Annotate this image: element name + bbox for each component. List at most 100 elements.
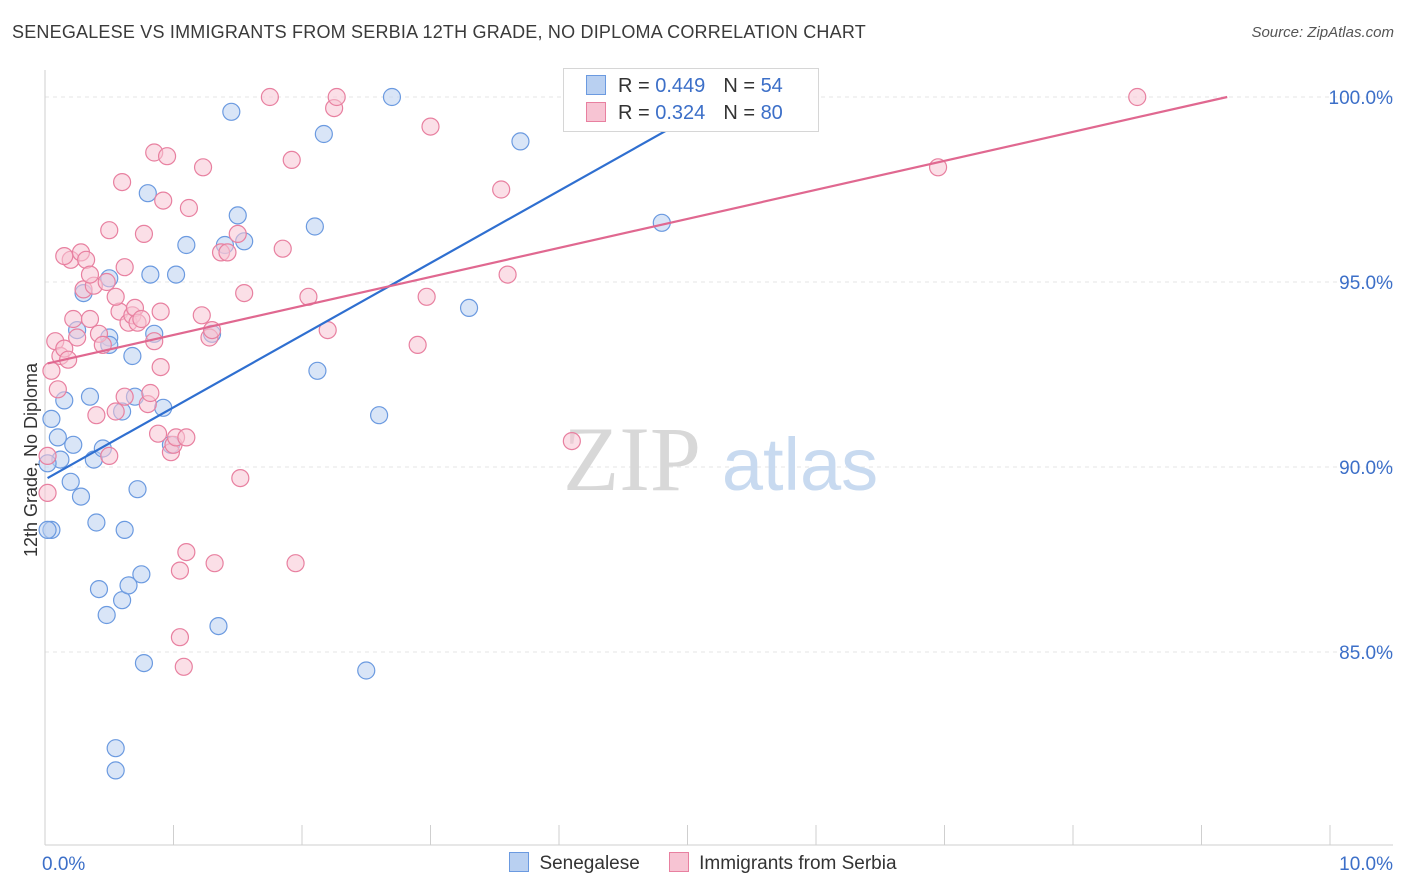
data-point: [492, 180, 511, 199]
data-point: [42, 361, 61, 380]
data-point: [97, 272, 116, 292]
data-point: [112, 173, 132, 192]
x-tick-label: 10.0%: [1339, 854, 1393, 875]
legend-swatch-serbia: [586, 102, 606, 122]
data-point: [80, 265, 100, 284]
data-point: [64, 309, 83, 329]
watermark: ZIP atlas: [563, 408, 878, 510]
legend-item-senegalese[interactable]: Senegalese: [509, 852, 640, 875]
data-point: [177, 542, 196, 562]
data-point: [148, 424, 168, 443]
legend-swatch-senegalese: [509, 852, 530, 872]
data-point: [157, 147, 177, 166]
data-point: [141, 383, 160, 403]
data-point: [42, 409, 61, 428]
chart-title: SENEGALESE VS IMMIGRANTS FROM SERBIA 12T…: [12, 22, 866, 42]
data-point: [370, 406, 389, 425]
data-point: [119, 576, 138, 595]
watermark-atlas: atlas: [722, 423, 878, 506]
data-point: [38, 446, 57, 465]
data-point: [141, 265, 160, 284]
data-point: [166, 265, 186, 284]
data-point: [80, 387, 100, 406]
data-point: [151, 302, 170, 321]
data-point: [170, 561, 190, 580]
correlation-legend: R = 0.449 N = 54 R = 0.324 N = 80: [563, 68, 819, 132]
data-point: [87, 513, 106, 532]
data-point: [89, 579, 109, 599]
data-point: [55, 247, 74, 266]
points: [38, 87, 1147, 780]
data-point: [71, 487, 91, 506]
data-point: [235, 284, 254, 303]
data-point: [209, 616, 228, 636]
data-point: [228, 224, 247, 243]
data-point: [115, 258, 134, 277]
data-point: [177, 428, 196, 447]
data-point: [132, 309, 151, 329]
data-point: [192, 306, 211, 325]
y-tick-label: 85.0%: [1339, 643, 1393, 664]
data-point: [327, 87, 346, 107]
data-point: [64, 435, 83, 454]
legend-n-label: N =: [723, 102, 761, 124]
legend-r-label: R =: [618, 75, 656, 97]
data-point: [80, 309, 100, 329]
data-point: [205, 554, 224, 573]
legend-r-label: R =: [618, 102, 656, 124]
data-point: [305, 217, 324, 236]
data-point: [218, 243, 237, 262]
data-point: [138, 184, 157, 203]
legend-label: Immigrants from Serbia: [699, 853, 897, 874]
data-point: [222, 102, 241, 121]
data-point: [128, 480, 147, 499]
data-point: [459, 298, 479, 317]
legend-label: Senegalese: [539, 853, 640, 874]
data-point: [260, 87, 279, 107]
data-point: [228, 206, 247, 225]
data-point: [115, 520, 134, 540]
legend-swatch-serbia: [669, 852, 690, 872]
data-point: [562, 432, 581, 451]
data-point: [174, 657, 193, 676]
data-point: [106, 761, 125, 780]
data-point: [132, 565, 151, 584]
legend-r-value: 0.324: [655, 102, 706, 124]
data-point: [97, 605, 116, 625]
data-point: [1128, 87, 1147, 107]
data-point: [408, 335, 427, 354]
data-point: [48, 428, 67, 447]
legend-n-value: 80: [760, 102, 783, 124]
data-point: [286, 554, 305, 573]
data-point: [154, 191, 173, 210]
data-point: [417, 287, 436, 306]
data-point: [61, 472, 80, 491]
data-point: [314, 124, 333, 144]
data-point: [231, 469, 250, 488]
x-tick-label: 0.0%: [42, 854, 85, 875]
trend-lines: [47, 95, 1228, 480]
data-point: [308, 361, 327, 380]
data-point: [38, 520, 57, 540]
data-point: [177, 235, 196, 255]
legend-swatch-senegalese: [586, 75, 606, 95]
legend-n-label: N =: [723, 75, 761, 97]
data-point: [106, 402, 125, 421]
source-label: Source: ZipAtlas.com: [1251, 24, 1394, 41]
data-point: [106, 739, 125, 758]
data-point: [134, 653, 154, 673]
legend-n-value: 54: [760, 75, 783, 97]
legend-row-senegalese: R = 0.449 N = 54: [586, 75, 783, 99]
legend-item-serbia[interactable]: Immigrants from Serbia: [669, 852, 897, 875]
legend-r-value: 0.449: [655, 75, 706, 97]
data-point: [134, 224, 154, 243]
y-tick-label: 90.0%: [1339, 458, 1393, 479]
data-point: [498, 265, 517, 284]
data-point: [115, 387, 134, 406]
y-tick-label: 100.0%: [1329, 88, 1394, 109]
data-point: [170, 628, 190, 647]
series-legend: Senegalese Immigrants from Serbia: [0, 852, 1406, 875]
series-serbia: [38, 87, 1147, 676]
data-point: [193, 158, 213, 177]
